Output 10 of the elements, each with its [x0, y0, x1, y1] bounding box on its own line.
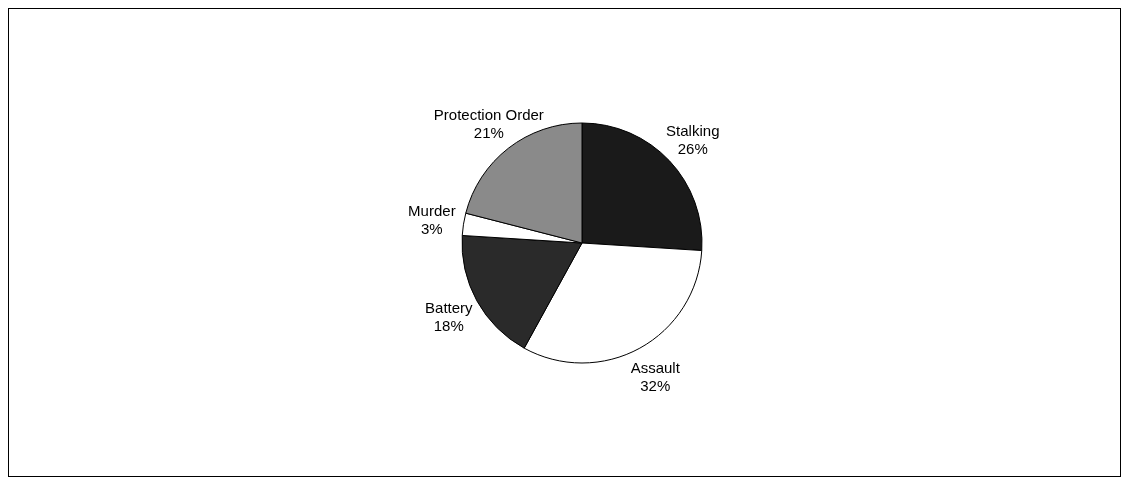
slice-label: Assault: [630, 359, 681, 377]
data-label: 32%: [640, 377, 671, 395]
data-label: 3%: [421, 220, 443, 238]
slice-label: Protection Order: [433, 105, 544, 123]
slice-label: Murder: [408, 202, 456, 220]
data-label: 18%: [433, 317, 464, 335]
slice-label: Stalking: [666, 121, 720, 139]
data-label: 26%: [677, 139, 708, 157]
slice-label: Battery: [425, 299, 474, 317]
data-label: 21%: [473, 123, 504, 141]
